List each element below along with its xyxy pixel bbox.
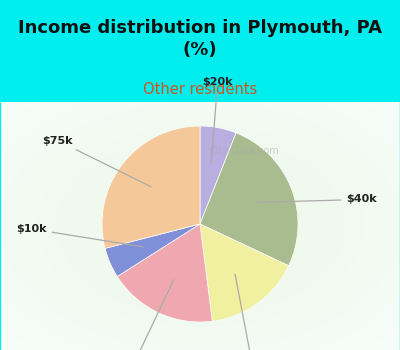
Text: Income distribution in Plymouth, PA
(%): Income distribution in Plymouth, PA (%) [18, 19, 382, 59]
Wedge shape [117, 224, 212, 322]
Text: Other residents: Other residents [143, 82, 257, 97]
Wedge shape [200, 133, 298, 266]
Text: $75k: $75k [43, 136, 151, 187]
Text: $40k: $40k [258, 195, 377, 204]
Text: $200k: $200k [235, 274, 273, 350]
Wedge shape [200, 126, 236, 224]
Wedge shape [105, 224, 200, 276]
Text: $20k: $20k [202, 77, 233, 163]
Text: $10k: $10k [16, 224, 143, 247]
Text: $30k: $30k [114, 280, 174, 350]
Text: City-Data.com: City-Data.com [209, 146, 279, 155]
Wedge shape [102, 126, 200, 248]
Wedge shape [200, 224, 289, 321]
